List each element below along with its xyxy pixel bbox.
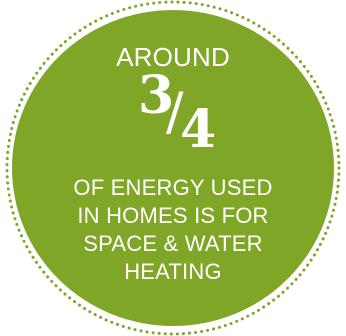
fraction-denominator: 4 bbox=[180, 99, 217, 160]
statement-line-1: OF ENERGY USED bbox=[73, 175, 273, 200]
fraction-slash: / bbox=[166, 82, 184, 142]
fraction-numerator: 3 bbox=[138, 65, 175, 126]
statement-line-3: SPACE & WATER bbox=[83, 231, 263, 256]
statement-line-2: IN HOMES IS FOR bbox=[77, 203, 269, 228]
green-circle bbox=[12, 10, 334, 326]
statement-line-4: HEATING bbox=[124, 259, 222, 284]
headline-prefix: AROUND bbox=[116, 42, 230, 72]
fraction-three-quarters: 3 / 4 bbox=[119, 70, 227, 162]
